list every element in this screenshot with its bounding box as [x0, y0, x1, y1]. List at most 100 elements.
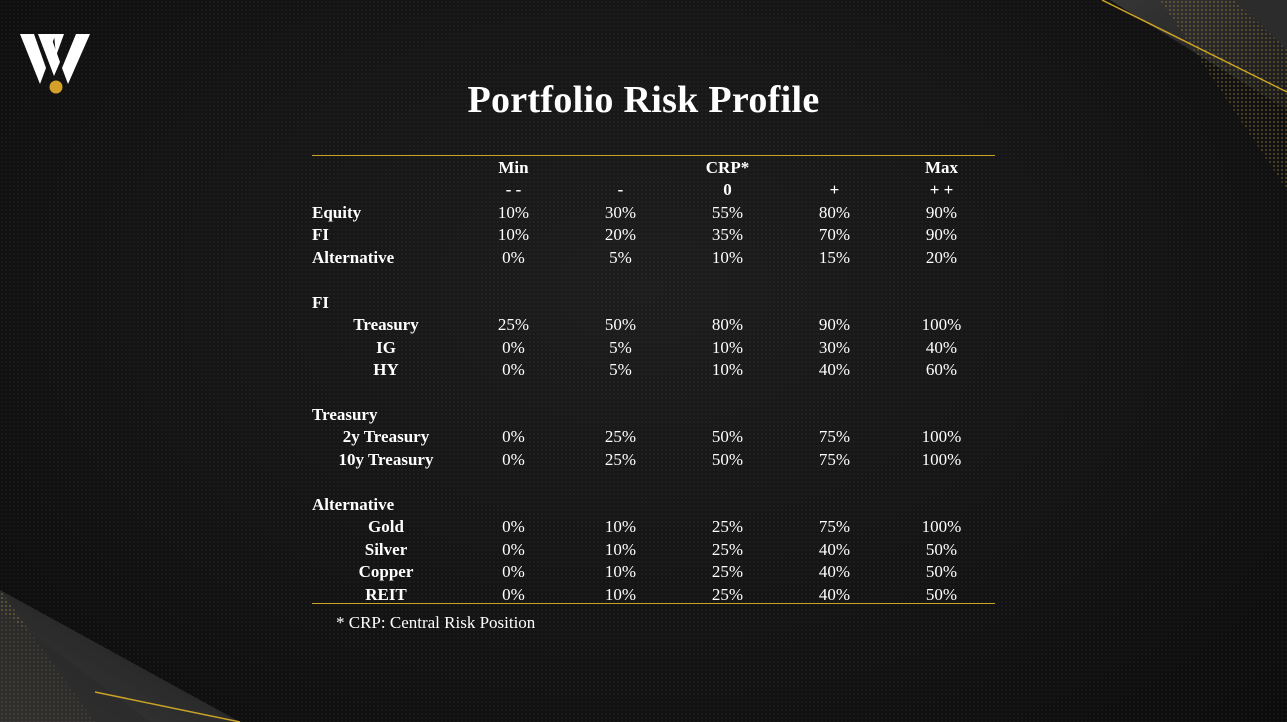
value-cell: 10% — [604, 517, 637, 537]
table-row: REIT 0% 10% 25% 40% 50% — [312, 584, 995, 606]
value-cell: 10% — [497, 202, 530, 222]
value-cell: 25% — [711, 562, 744, 582]
section-heading-row: Alternative — [312, 494, 995, 516]
header-cell: Min — [498, 158, 529, 177]
value-cell: 40% — [818, 584, 851, 604]
table-top-rule — [312, 155, 995, 156]
value-cell: 20% — [604, 225, 637, 245]
header-cell: CRP* — [705, 158, 750, 177]
value-cell: 40% — [818, 562, 851, 582]
value-cell: 80% — [711, 315, 744, 335]
value-cell: 20% — [925, 247, 958, 267]
value-cell: 10% — [711, 360, 744, 380]
value-cell: 75% — [818, 517, 851, 537]
table-row: FI 10% 20% 35% 70% 90% — [312, 224, 995, 246]
header-row-symbols: - - - 0 + + + — [312, 179, 995, 201]
value-cell: 60% — [925, 360, 958, 380]
value-cell: 0% — [502, 517, 525, 537]
value-cell: 30% — [604, 202, 637, 222]
value-cell: 10% — [604, 539, 637, 559]
header-cell: - - — [505, 180, 522, 200]
section-heading: FI — [312, 292, 329, 312]
footnote: * CRP: Central Risk Position — [336, 613, 536, 632]
value-cell: 0% — [502, 337, 525, 357]
w-monogram-logo-icon — [20, 34, 90, 94]
value-cell: 50% — [711, 449, 744, 469]
table-row: IG 0% 5% 10% 30% 40% — [312, 337, 995, 359]
page-title: Portfolio Risk Profile — [467, 79, 820, 121]
row-label: Treasury — [353, 315, 419, 335]
row-label: Copper — [358, 562, 414, 582]
section-heading-row: Treasury — [312, 404, 995, 426]
value-cell: 25% — [604, 449, 637, 469]
header-cell: 0 — [723, 180, 732, 200]
value-cell: 10% — [604, 584, 637, 604]
value-cell: 90% — [925, 225, 958, 245]
row-label: HY — [373, 360, 399, 380]
table-row: 2y Treasury 0% 25% 50% 75% 100% — [312, 426, 995, 448]
value-cell: 35% — [711, 225, 744, 245]
value-cell: 90% — [925, 202, 958, 222]
row-label: IG — [376, 337, 396, 357]
row-label: Alternative — [312, 247, 395, 267]
row-label: 10y Treasury — [338, 449, 434, 469]
value-cell: 0% — [502, 247, 525, 267]
table-row: Alternative 0% 5% 10% 15% 20% — [312, 247, 995, 269]
header-cell — [781, 157, 888, 179]
header-cell: + + — [929, 180, 954, 200]
table-row: Treasury 25% 50% 80% 90% 100% — [312, 314, 995, 336]
row-label: REIT — [365, 584, 407, 604]
row-label: Gold — [368, 517, 404, 537]
table-row: Copper 0% 10% 25% 40% 50% — [312, 561, 995, 583]
value-cell: 5% — [609, 360, 632, 380]
value-cell: 0% — [502, 562, 525, 582]
value-cell: 15% — [818, 247, 851, 267]
value-cell: 100% — [921, 315, 962, 335]
value-cell: 50% — [604, 315, 637, 335]
value-cell: 30% — [818, 337, 851, 357]
value-cell: 75% — [818, 449, 851, 469]
value-cell: 0% — [502, 584, 525, 604]
value-cell: 50% — [925, 539, 958, 559]
header-cell: Max — [924, 158, 959, 177]
header-cell — [567, 157, 674, 179]
value-cell: 40% — [818, 539, 851, 559]
value-cell: 50% — [925, 562, 958, 582]
section-heading-row: FI — [312, 292, 995, 314]
value-cell: 10% — [497, 225, 530, 245]
row-label: 2y Treasury — [342, 427, 430, 447]
value-cell: 100% — [921, 517, 962, 537]
value-cell: 25% — [711, 517, 744, 537]
value-cell: 10% — [711, 337, 744, 357]
value-cell: 90% — [818, 315, 851, 335]
value-cell: 0% — [502, 427, 525, 447]
section-heading: Treasury — [312, 404, 378, 424]
section-spacer — [312, 382, 995, 404]
value-cell: 50% — [711, 427, 744, 447]
value-cell: 25% — [604, 427, 637, 447]
value-cell: 25% — [497, 315, 530, 335]
value-cell: 25% — [711, 584, 744, 604]
risk-profile-table: Min CRP* Max - - - 0 + + + Equity 10% 30% 5… — [312, 157, 995, 606]
table-row: 10y Treasury 0% 25% 50% 75% 100% — [312, 449, 995, 471]
value-cell: 100% — [921, 427, 962, 447]
value-cell: 0% — [502, 449, 525, 469]
value-cell: 40% — [818, 360, 851, 380]
section-heading: Alternative — [312, 494, 395, 514]
value-cell: 0% — [502, 360, 525, 380]
section-spacer — [312, 471, 995, 493]
table-row: HY 0% 5% 10% 40% 60% — [312, 359, 995, 381]
section-spacer — [312, 269, 995, 291]
value-cell: 80% — [818, 202, 851, 222]
table-row: Equity 10% 30% 55% 80% 90% — [312, 202, 995, 224]
table-row: Gold 0% 10% 25% 75% 100% — [312, 516, 995, 538]
table-row: Silver 0% 10% 25% 40% 50% — [312, 539, 995, 561]
value-cell: 10% — [711, 247, 744, 267]
header-cell: - — [617, 180, 624, 200]
row-label: Equity — [312, 202, 362, 222]
value-cell: 75% — [818, 427, 851, 447]
value-cell: 10% — [604, 562, 637, 582]
value-cell: 50% — [925, 584, 958, 604]
header-row-levels: Min CRP* Max — [312, 157, 995, 179]
